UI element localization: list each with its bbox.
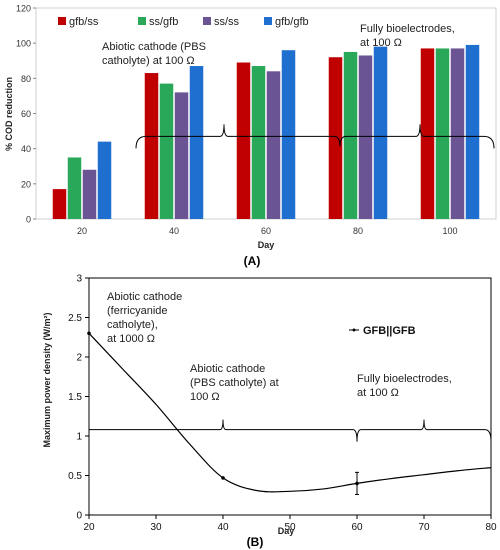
bar-gfb-ss-day-80 bbox=[328, 57, 343, 219]
legend-a-swatch bbox=[138, 17, 146, 25]
y-tick-label-a: 40 bbox=[21, 144, 31, 154]
bar-gfb-gfb-day-60 bbox=[281, 50, 296, 220]
x-tick-label-b: 60 bbox=[351, 522, 363, 533]
legend-a-label: gfb/gfb bbox=[275, 16, 309, 28]
annotation-b-bio-line1: Fully bioelectrodes, bbox=[357, 373, 452, 385]
x-axis-a: 20 40 60 80 100 bbox=[77, 226, 458, 236]
legend-a-swatch bbox=[264, 17, 272, 25]
data-point-day-20 bbox=[87, 331, 91, 336]
bar-gfb-gfb-day-80 bbox=[373, 46, 388, 219]
x-tick-label-a: 60 bbox=[261, 226, 271, 236]
bar-ss-ss-day-60 bbox=[266, 71, 281, 219]
panel-a-bar-chart: 0 20 40 60 80 100 120 20 40 60 80 100 gfb/ss ss/gfb… bbox=[4, 4, 497, 268]
legend-a-label: ss/gfb bbox=[149, 16, 178, 28]
bar-ss-gfb-day-20 bbox=[67, 157, 82, 219]
bar-ss-gfb-day-80 bbox=[343, 51, 358, 220]
y-tick-label-a: 20 bbox=[21, 179, 31, 189]
bar-ss-ss-day-20 bbox=[82, 169, 97, 219]
x-tick-label-b: 50 bbox=[284, 522, 296, 533]
x-tick-label-a: 100 bbox=[442, 226, 457, 236]
panel-label-a: (A) bbox=[244, 254, 261, 268]
y-tick-label-b: 3 bbox=[76, 274, 82, 285]
y-tick-label-a: 60 bbox=[21, 109, 31, 119]
y-tick-label-a: 80 bbox=[21, 74, 31, 84]
x-tick-label-b: 80 bbox=[485, 522, 497, 533]
annotation-b-ferri-line2: (ferricyanide bbox=[107, 305, 168, 317]
annotation-a-abiotic-line1: Abiotic cathode (PBS bbox=[102, 41, 206, 53]
bar-ss-ss-day-100 bbox=[450, 48, 465, 219]
legend-a-swatch bbox=[58, 17, 66, 25]
series-markers-b bbox=[87, 331, 359, 495]
annotation-a-abiotic: Abiotic cathode (PBS catholyte) at 100 Ω bbox=[102, 41, 209, 67]
annotation-b-pbs-line1: Abiotic cathode bbox=[190, 363, 265, 375]
y-axis-b: 0 0.5 1 1.5 2 2.5 3 bbox=[68, 274, 89, 522]
bar-ss-ss-day-80 bbox=[358, 55, 373, 219]
bars-a bbox=[52, 44, 480, 220]
annotation-b-ferri-line4: at 1000 Ω bbox=[107, 333, 155, 345]
y-tick-label-b: 2 bbox=[76, 353, 82, 364]
y-tick-label-a: 100 bbox=[16, 39, 31, 49]
bar-ss-ss-day-40 bbox=[174, 92, 189, 219]
annotation-a-bio: Fully bioelectrodes, at 100 Ω bbox=[360, 23, 458, 49]
annotation-b-ferri-line1: Abiotic cathode bbox=[107, 291, 182, 303]
plot-area-a bbox=[35, 7, 497, 220]
y-tick-label-b: 0.5 bbox=[68, 471, 82, 482]
y-tick-label-b: 1.5 bbox=[68, 392, 82, 403]
y-tick-label-a: 0 bbox=[26, 215, 31, 225]
panel-b-line-chart: 0 0.5 1 1.5 2 2.5 3 20 30 40 50 60 70 80 GFB||GFB Ab… bbox=[42, 274, 497, 550]
bar-gfb-gfb-day-100 bbox=[465, 44, 480, 219]
x-tick-label-b: 70 bbox=[418, 522, 430, 533]
legend-a: gfb/ss ss/gfb ss/ss gfb/gfb bbox=[58, 16, 309, 28]
legend-a-swatch bbox=[203, 17, 211, 25]
legend-a-label: gfb/ss bbox=[69, 16, 99, 28]
x-tick-label-b: 40 bbox=[217, 522, 229, 533]
legend-a-label: ss/ss bbox=[214, 16, 240, 28]
x-tick-label-a: 20 bbox=[77, 226, 87, 236]
annotation-a-abiotic-line2: catholyte) at 100 Ω bbox=[102, 55, 195, 67]
x-axis-b: 20 30 40 50 60 70 80 bbox=[83, 515, 497, 533]
x-tick-label-a: 40 bbox=[169, 226, 179, 236]
x-axis-label-a: Day bbox=[258, 240, 275, 250]
bar-gfb-ss-day-20 bbox=[52, 189, 67, 219]
annotation-a-bio-line1: Fully bioelectrodes, bbox=[360, 23, 455, 35]
annotation-b-pbs-line3: 100 Ω bbox=[190, 391, 220, 403]
bar-ss-gfb-day-100 bbox=[435, 48, 450, 219]
y-axis-a: 0 20 40 60 80 100 120 bbox=[16, 4, 36, 225]
bracket-a bbox=[135, 124, 495, 149]
series-line-gfb-gfb bbox=[88, 332, 492, 493]
annotation-b-pbs-line2: (PBS catholyte) at bbox=[190, 377, 279, 389]
bar-gfb-ss-day-40 bbox=[144, 73, 159, 219]
bar-ss-gfb-day-60 bbox=[251, 66, 266, 220]
y-axis-label-a: % COD reduction bbox=[4, 77, 14, 151]
y-tick-label-a: 120 bbox=[16, 4, 31, 14]
annotation-b-ferri-line3: catholyte), bbox=[107, 319, 158, 331]
annotation-b-ferricyanide: Abiotic cathode (ferricyanide catholyte)… bbox=[107, 291, 185, 345]
y-tick-label-b: 1 bbox=[76, 432, 82, 443]
legend-b-swatch-marker bbox=[352, 328, 356, 332]
bar-gfb-gfb-day-20 bbox=[97, 141, 112, 219]
legend-b: GFB||GFB bbox=[349, 325, 416, 337]
annotation-b-pbs: Abiotic cathode (PBS catholyte) at 100 Ω bbox=[190, 363, 282, 403]
plot-area-b bbox=[88, 277, 492, 516]
panel-label-b: (B) bbox=[247, 535, 264, 549]
bar-gfb-ss-day-60 bbox=[236, 62, 251, 220]
annotation-b-bio-line2: at 100 Ω bbox=[357, 387, 399, 399]
x-tick-label-b: 30 bbox=[150, 522, 162, 533]
y-tick-label-b: 2.5 bbox=[68, 313, 82, 324]
x-axis-label-b: Day bbox=[278, 526, 295, 536]
y-axis-label-b: Maximum power density (W/m²) bbox=[42, 312, 52, 447]
x-tick-label-b: 20 bbox=[83, 522, 95, 533]
bracket-b bbox=[89, 419, 492, 442]
x-tick-label-a: 80 bbox=[353, 226, 363, 236]
bar-gfb-ss-day-100 bbox=[420, 48, 435, 219]
bar-ss-gfb-day-40 bbox=[159, 83, 174, 219]
annotation-b-bio: Fully bioelectrodes, at 100 Ω bbox=[357, 373, 455, 399]
y-tick-label-b: 0 bbox=[76, 511, 82, 522]
annotation-a-bio-line2: at 100 Ω bbox=[360, 37, 402, 49]
bar-gfb-gfb-day-40 bbox=[189, 66, 204, 220]
data-point-day-40 bbox=[221, 476, 225, 480]
legend-b-label: GFB||GFB bbox=[363, 325, 416, 337]
